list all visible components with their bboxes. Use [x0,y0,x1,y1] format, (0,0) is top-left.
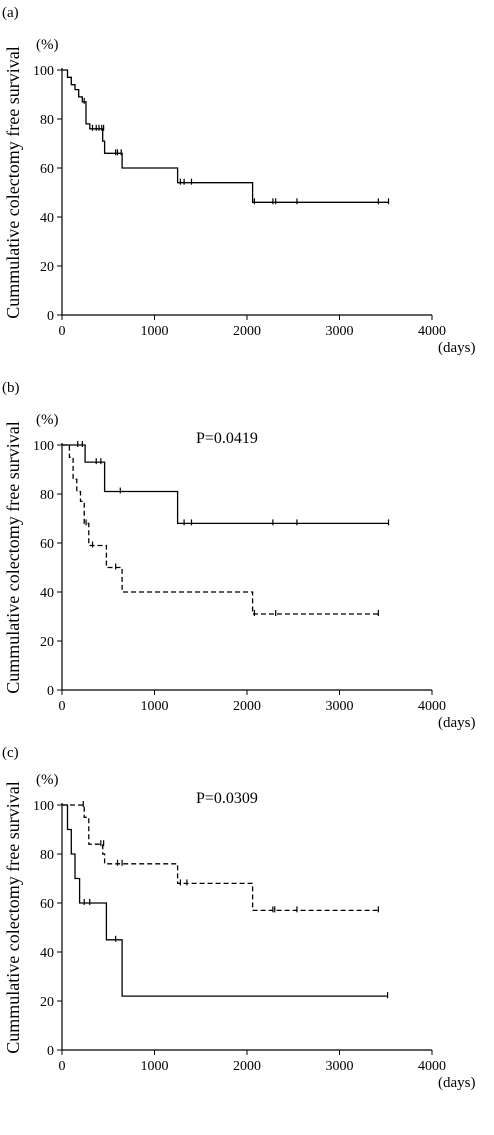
panel-label: (a) [2,5,19,21]
y-tick-label: 40 [40,586,54,601]
panel-label: (c) [2,745,19,761]
x-tick-label: 4000 [418,1059,446,1074]
x-tick-label: 1000 [141,699,169,714]
y-tick-label: 60 [40,897,54,912]
x-tick-label: 1000 [141,324,169,339]
x-tick-label: 2000 [233,324,261,339]
y-tick-label: 40 [40,211,54,226]
y-tick-label: 80 [40,848,54,863]
survival-curve-solid [62,69,389,203]
y-tick-label: 20 [40,995,54,1010]
panel-label: (b) [2,380,20,396]
x-unit-label: (days) [438,715,476,731]
y-unit-label: (%) [36,37,59,53]
x-tick-label: 4000 [418,699,446,714]
y-tick-label: 100 [33,439,54,454]
x-unit-label: (days) [438,340,476,356]
survival-curve-solid [62,804,388,997]
chart-panel-b: (b) (%) Cummulative colectomy free surviva… [2,380,476,731]
y-tick-label: 100 [33,64,54,79]
chart-panel-c: (c) (%) Cummulative colectomy free surviva… [2,745,476,1091]
survival-curve-dashed [62,444,379,615]
x-tick-label: 2000 [233,1059,261,1074]
y-tick-label: 20 [40,635,54,650]
x-tick-label: 0 [59,699,66,714]
y-unit-label: (%) [36,412,59,428]
y-tick-label: 60 [40,162,54,177]
survival-curve-solid [62,444,389,525]
x-tick-label: 0 [59,1059,66,1074]
y-axis-label: Cummulative colectomy free survival [3,421,23,693]
p-value-annotation: P=0.0309 [196,790,258,807]
x-tick-label: 3000 [326,699,354,714]
chart-panel-a: (a) (%) Cummulative colectomy free surviva… [2,5,476,356]
x-tick-label: 3000 [326,1059,354,1074]
y-tick-label: 0 [47,309,54,324]
p-value-annotation: P=0.0419 [196,430,258,447]
y-tick-label: 40 [40,946,54,961]
y-unit-label: (%) [36,772,59,788]
y-tick-label: 0 [47,684,54,699]
y-axis-label: Cummulative colectomy free survival [3,46,23,318]
x-tick-label: 3000 [326,324,354,339]
y-tick-label: 80 [40,113,54,128]
x-tick-label: 4000 [418,324,446,339]
y-tick-label: 100 [33,799,54,814]
survival-curve-dashed [62,804,379,912]
x-tick-label: 0 [59,324,66,339]
x-tick-label: 2000 [233,699,261,714]
x-tick-label: 1000 [141,1059,169,1074]
y-tick-label: 20 [40,260,54,275]
y-tick-label: 80 [40,488,54,503]
y-tick-label: 0 [47,1044,54,1059]
x-unit-label: (days) [438,1075,476,1091]
y-axis-label: Cummulative colectomy free survival [3,781,23,1053]
y-tick-label: 60 [40,537,54,552]
